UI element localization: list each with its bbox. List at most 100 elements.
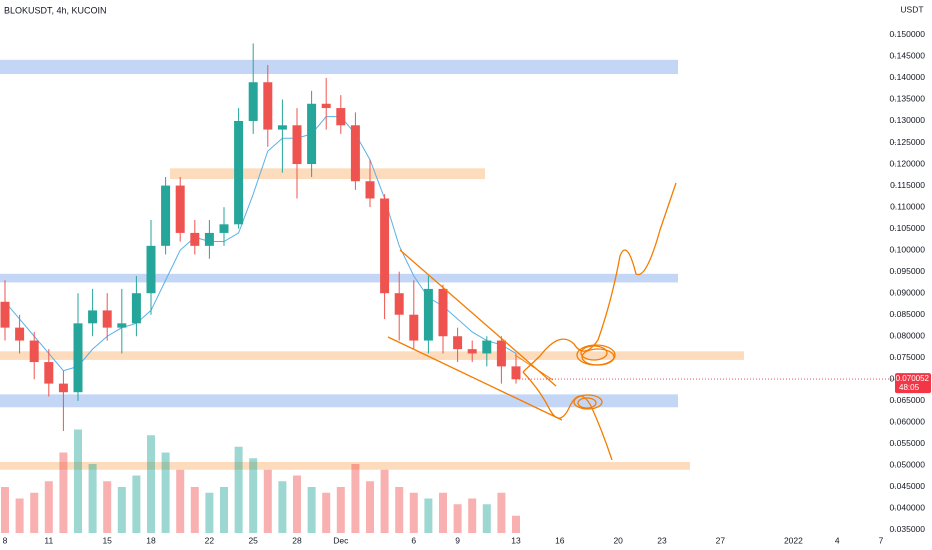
y-tick-label: 0.145000 [890, 51, 926, 61]
candle-body [117, 323, 127, 328]
x-tick-label: 9 [455, 535, 460, 545]
x-tick-label: 2022 [784, 535, 803, 545]
volume-bar [336, 487, 345, 533]
volume-bar [278, 481, 287, 533]
volume-bar [88, 464, 97, 533]
candle-body [350, 125, 360, 182]
x-tick-label: 20 [613, 535, 623, 545]
volume-bar [161, 452, 170, 533]
candle-body [336, 108, 346, 126]
volume-bar [190, 487, 199, 533]
volume-bar [497, 492, 506, 533]
zone [170, 168, 485, 180]
candle-body [146, 245, 156, 294]
candle-body [482, 340, 492, 354]
y-tick-label: 0.115000 [890, 180, 925, 190]
volume-bar [59, 452, 68, 533]
volume-bar [366, 481, 374, 533]
x-tick-label: 7 [879, 535, 884, 545]
volume-bar [512, 515, 520, 533]
volume-bar [1, 487, 9, 533]
y-tick-label: 0.150000 [890, 29, 926, 39]
volume-bar [176, 469, 185, 533]
volume-bar [249, 458, 258, 533]
candle-body [131, 293, 141, 324]
volume-bar [409, 492, 418, 533]
volume-bar [103, 481, 112, 533]
candle-body [496, 340, 506, 367]
candle-body [409, 314, 419, 341]
x-tick-label: 27 [716, 535, 726, 545]
countdown-label: 48:05 [899, 383, 920, 392]
candle-body [0, 301, 10, 328]
last-price-label: 0.070052 [896, 374, 930, 383]
x-tick-label: 16 [555, 535, 565, 545]
chart-title: BLOKUSDT, 4h, KUCOIN [4, 5, 107, 15]
candle-body [394, 293, 404, 315]
y-tick-label: 0.055000 [890, 438, 926, 448]
zone [0, 394, 678, 408]
volume-bar [117, 487, 126, 533]
x-tick-label: 15 [102, 535, 112, 545]
last-price-tag [895, 373, 931, 394]
y-tick-label: 0.080000 [890, 330, 926, 340]
candle-body [88, 310, 98, 324]
candle-body [380, 198, 390, 294]
candle-body [175, 185, 185, 233]
candle-body [467, 349, 477, 354]
volume-bar [439, 492, 447, 533]
candle-body [248, 82, 258, 121]
candle-body [321, 103, 331, 109]
volume-bar [205, 492, 214, 533]
volume-bar [482, 504, 491, 533]
x-tick-label: 28 [292, 535, 302, 545]
volume-bar [307, 487, 316, 533]
candle-body [511, 366, 521, 380]
candle-body [44, 362, 54, 384]
volume-bar [147, 435, 155, 533]
volume-bar [30, 492, 39, 533]
x-tick-label: 4 [835, 535, 840, 545]
volume-bar [395, 487, 404, 533]
zone [0, 59, 678, 75]
volume-bar [468, 498, 477, 533]
candle-body [365, 181, 375, 199]
y-tick-label: 0.085000 [890, 309, 926, 319]
y-tick-label: 0.060000 [890, 417, 926, 427]
y-tick-label: 0.120000 [890, 158, 926, 168]
volume-bar [293, 475, 301, 533]
y-tick-label: 0.125000 [890, 137, 926, 147]
candle-body [307, 103, 317, 165]
x-tick-label: 8 [3, 535, 8, 545]
x-tick-label: 6 [411, 535, 416, 545]
volume-bar [15, 498, 24, 533]
x-tick-label: 11 [44, 535, 53, 545]
y-tick-label: 0.140000 [890, 72, 926, 82]
y-tick-label: 0.130000 [890, 115, 926, 125]
y-tick-label: 0.035000 [890, 524, 926, 534]
x-tick-label: 23 [657, 535, 667, 545]
y-tick-label: 0.110000 [890, 201, 925, 211]
volume-bar [322, 492, 331, 533]
candle-body [219, 224, 229, 233]
y-tick-label: 0.075000 [890, 352, 926, 362]
zone [0, 351, 744, 360]
candle-body [161, 185, 171, 246]
y-tick-label: 0.105000 [890, 223, 926, 233]
volume-bar [132, 475, 141, 533]
candle-body [453, 336, 463, 350]
y-tick-label: 0.040000 [890, 503, 926, 513]
volume-bar [351, 464, 360, 533]
volume-bar [234, 446, 243, 533]
x-tick-label: 13 [511, 535, 521, 545]
zone [0, 273, 678, 283]
y-tick-label: 0.100000 [890, 244, 926, 254]
x-tick-label: 18 [146, 535, 156, 545]
candle-body [29, 340, 39, 363]
candle-body [190, 232, 200, 246]
drawings [387, 182, 677, 461]
candle-body [277, 125, 287, 130]
volume-bar [453, 504, 462, 533]
y-tick-label: 0.090000 [890, 287, 926, 297]
